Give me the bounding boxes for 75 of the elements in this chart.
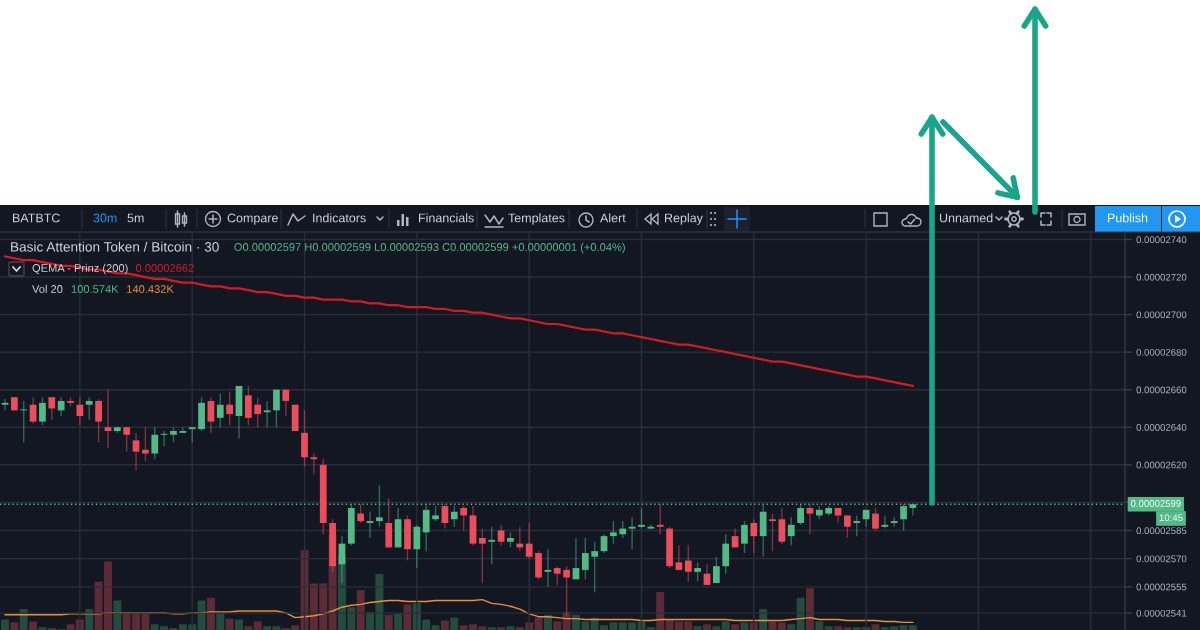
text: Indicators xyxy=(313,213,366,223)
bar xyxy=(113,600,122,630)
text: 5m xyxy=(127,213,144,223)
bar xyxy=(29,621,38,630)
bar xyxy=(253,621,262,630)
bar xyxy=(787,624,796,630)
text: Publish xyxy=(1108,213,1148,223)
text: Basic Attention Token / Bitcoin · 30 xyxy=(11,241,219,252)
bar xyxy=(712,626,721,630)
text: Templates xyxy=(508,213,565,225)
bar xyxy=(506,626,515,630)
y-tick-label: 0.00002555 xyxy=(1136,583,1187,591)
text: 10:45 xyxy=(1159,514,1183,522)
bar xyxy=(1,619,9,630)
bar xyxy=(543,614,552,630)
text: Unnamed xyxy=(939,213,993,223)
y-tick-label: 0.00002700 xyxy=(1136,311,1187,319)
chart-title: Vol 20 xyxy=(32,284,63,293)
text: O0.00002597 H0.00002599 L0.00002593 C0.00002599 +0.00000001 (+0.04%) xyxy=(234,242,625,254)
bar xyxy=(656,592,665,630)
bar xyxy=(394,613,403,630)
bar xyxy=(768,621,777,630)
bar xyxy=(497,627,506,630)
bar xyxy=(356,590,365,630)
ref-line-label: 0.00002599 xyxy=(1130,500,1181,507)
bar xyxy=(244,626,253,630)
candlestick xyxy=(881,514,889,530)
bar xyxy=(235,619,243,630)
bar xyxy=(216,612,225,630)
bar xyxy=(777,622,786,630)
candlestick xyxy=(1,398,9,412)
annotation: 100.574K xyxy=(71,285,119,293)
bar xyxy=(487,627,496,630)
text: Financials xyxy=(419,213,474,223)
bar xyxy=(824,626,833,630)
y-tick-label: 0.00002620 xyxy=(1136,461,1187,469)
bar xyxy=(10,622,19,630)
bar xyxy=(197,600,206,630)
bar xyxy=(384,614,393,630)
y-tick-label: 0.00002680 xyxy=(1136,348,1187,356)
bar xyxy=(206,597,215,630)
bar xyxy=(749,622,758,630)
text: Replay xyxy=(665,213,703,225)
text: 30m xyxy=(93,213,117,223)
bar xyxy=(553,621,562,630)
y-tick-label: 0.00002585 xyxy=(1136,527,1187,535)
text: Compare xyxy=(227,213,278,225)
bar xyxy=(731,624,740,630)
bar xyxy=(450,617,459,630)
candlestick xyxy=(179,426,187,434)
bar xyxy=(225,618,234,630)
annotation: 140.432K xyxy=(127,285,174,293)
bar xyxy=(703,624,711,630)
y-tick-label: 0.00002640 xyxy=(1136,424,1187,431)
bar xyxy=(815,621,824,630)
bar xyxy=(740,622,749,630)
bar xyxy=(805,588,814,630)
y-tick-label: 0.00002570 xyxy=(1136,555,1187,563)
y-tick-label: 0.00002660 xyxy=(1136,386,1187,394)
y-tick-label: 0.00002541 xyxy=(1136,609,1187,617)
text: BATBTC xyxy=(13,213,60,223)
annotation: QEMA - Prinz (200) xyxy=(32,263,128,275)
bar xyxy=(646,627,655,630)
bar xyxy=(66,624,75,630)
bar xyxy=(871,624,880,630)
bar xyxy=(693,626,702,630)
bar xyxy=(440,620,449,630)
text: Alert xyxy=(600,213,626,223)
bar xyxy=(431,625,440,630)
bar xyxy=(721,621,730,630)
bar xyxy=(38,627,47,630)
line-series xyxy=(3,255,915,388)
y-tick-label: 0.00002740 xyxy=(1136,236,1187,244)
annotation: 0.00002662 xyxy=(135,264,194,272)
y-tick-label: 0.00002720 xyxy=(1136,273,1187,281)
